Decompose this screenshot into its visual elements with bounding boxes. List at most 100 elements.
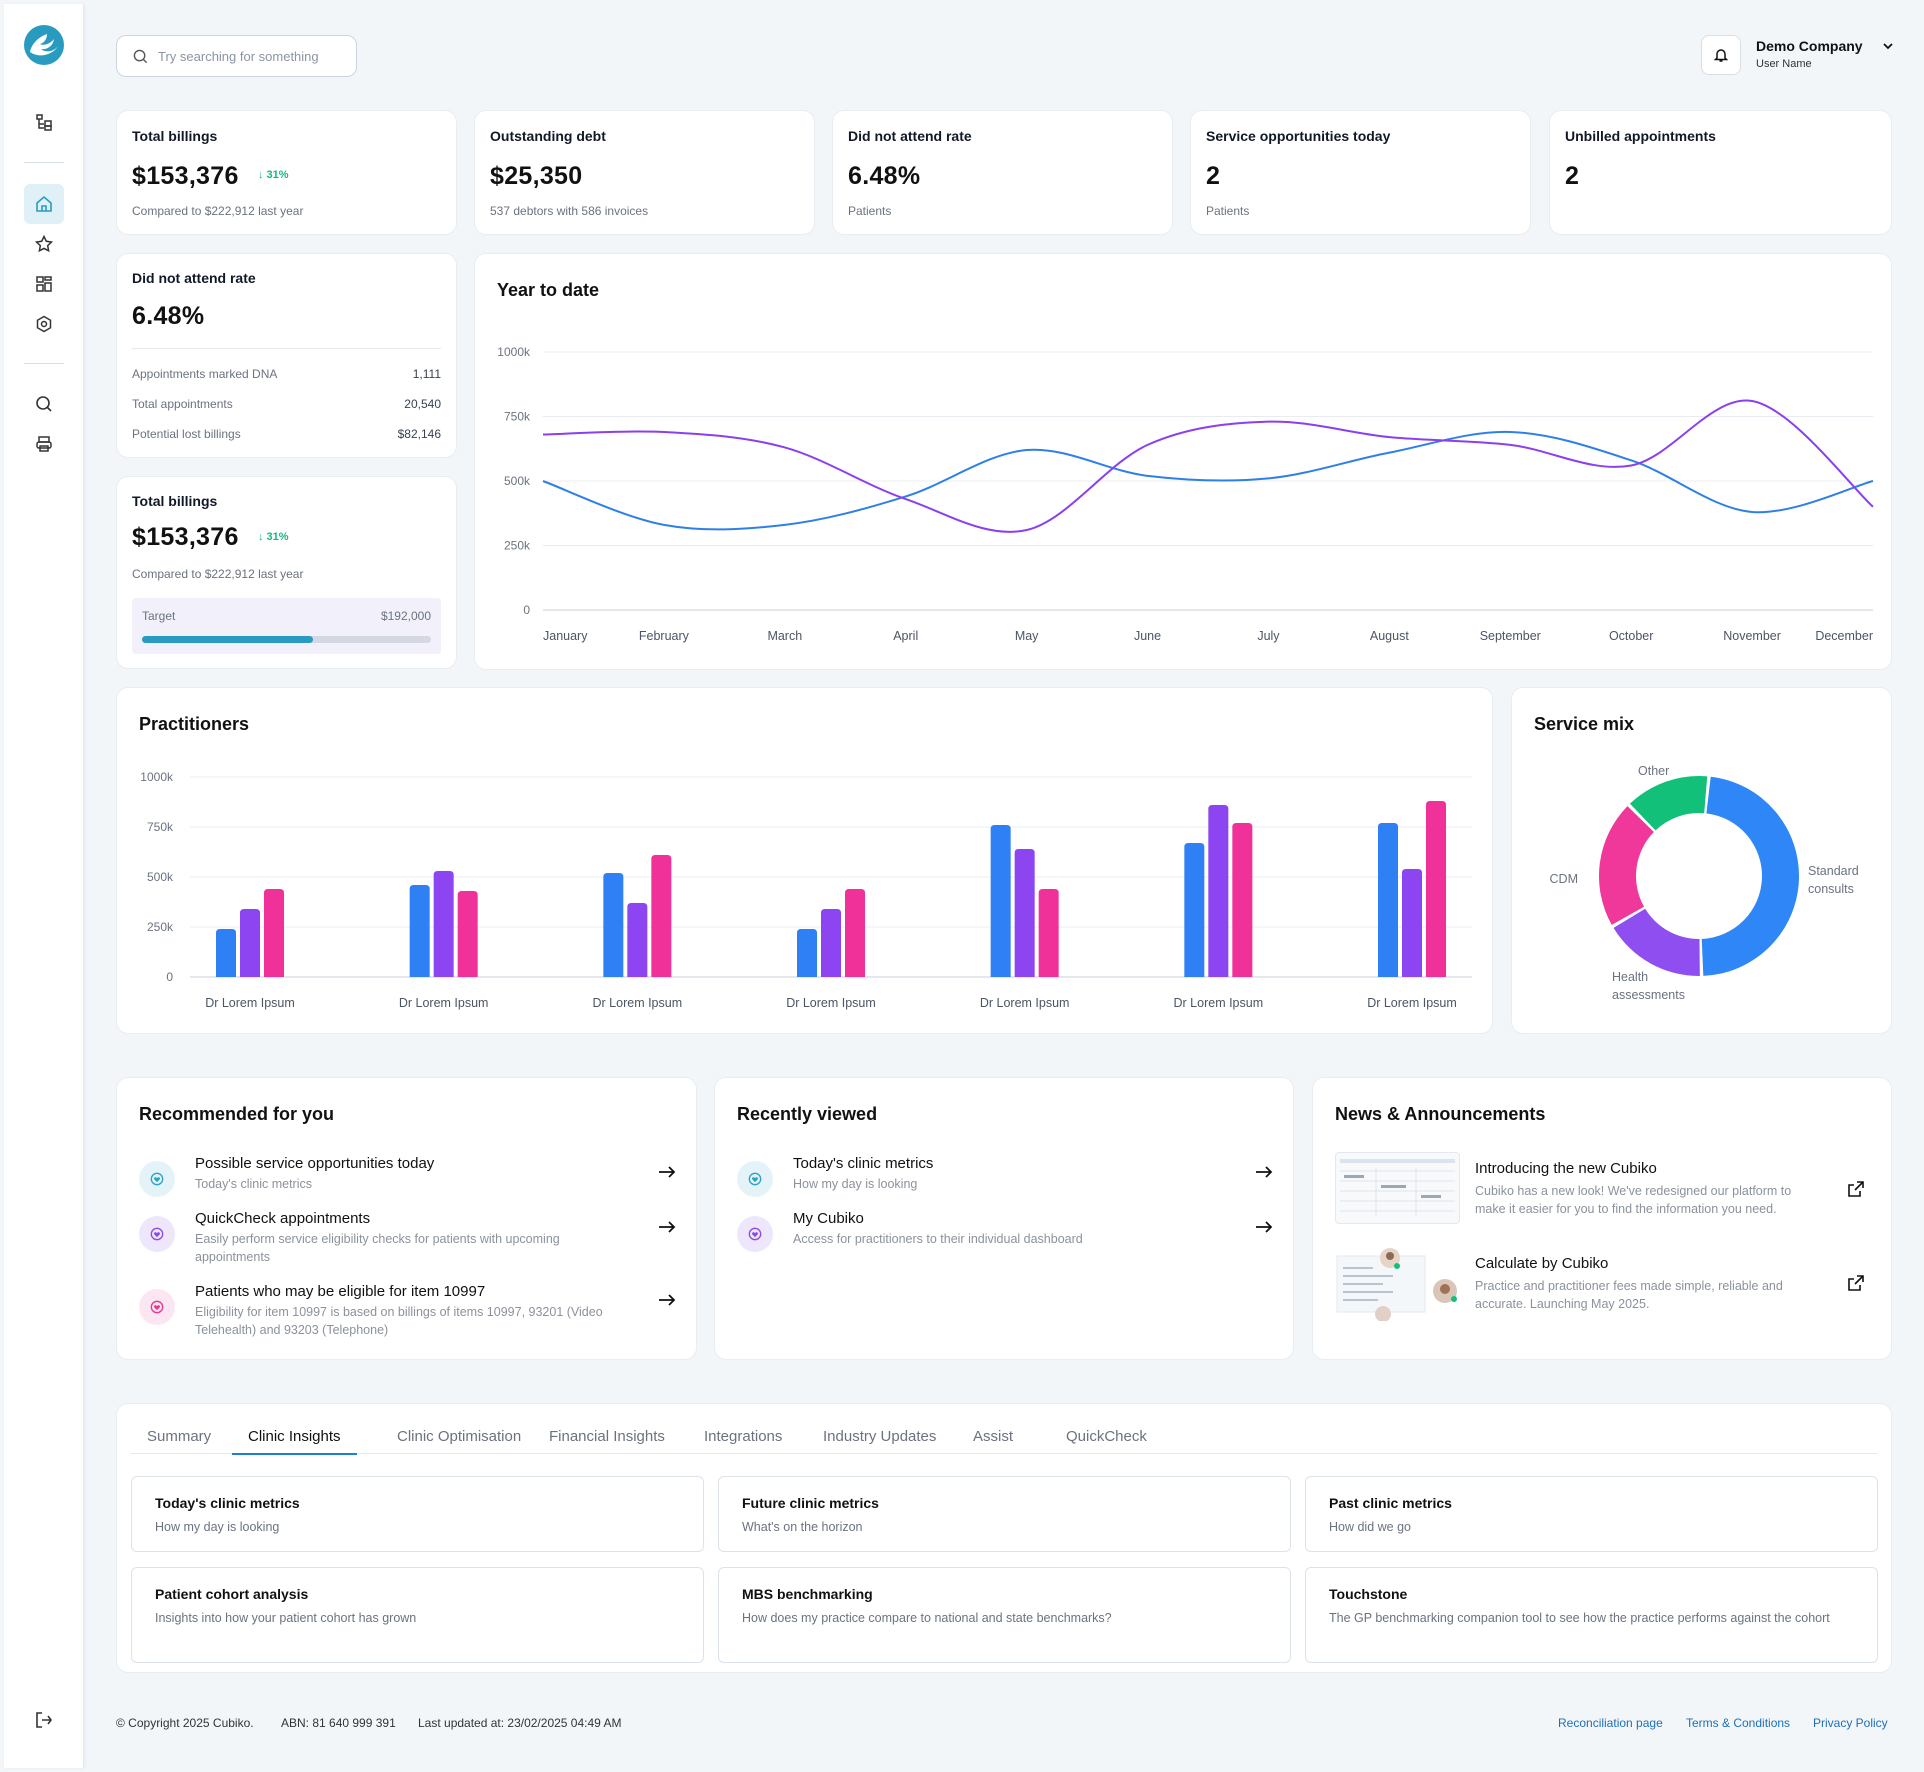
x-tick-label: Dr Lorem Ipsum [1174, 996, 1264, 1010]
external-link-icon[interactable] [1847, 1180, 1865, 1198]
item-title: QuickCheck appointments [195, 1210, 371, 1227]
metric-title: Past clinic metrics [1329, 1495, 1452, 1511]
item-sub: Today's clinic metrics [195, 1177, 312, 1191]
metric-card[interactable]: Today's clinic metrics How my day is look… [131, 1476, 704, 1552]
metric-sub: The GP benchmarking companion tool to se… [1329, 1611, 1830, 1625]
arrow-right-icon[interactable] [658, 1293, 676, 1311]
card-value: $153,376 [132, 523, 239, 551]
y-tick-label: 500k [147, 870, 174, 884]
reconciliation-link[interactable]: Reconciliation page [1558, 1716, 1663, 1730]
list-item[interactable]: Patients who may be eligible for item 10… [139, 1283, 676, 1337]
metric-title: MBS benchmarking [742, 1586, 873, 1602]
dna-row: Total appointments 20,540 [132, 397, 441, 411]
kpi-total-billings[interactable]: Total billings $153,376 ↓ 31% Compared t… [116, 110, 457, 235]
arrow-right-icon[interactable] [658, 1165, 676, 1183]
grid-icon[interactable] [24, 264, 64, 304]
tab-industry-updates[interactable]: Industry Updates [823, 1428, 937, 1445]
news-thumbnail [1335, 1152, 1460, 1224]
y-tick-label: 0 [523, 603, 530, 617]
kpi-outstanding-debt[interactable]: Outstanding debt $25,350 537 debtors wit… [474, 110, 815, 235]
company-name: Demo Company [1756, 38, 1863, 54]
tab-summary[interactable]: Summary [147, 1428, 212, 1445]
metric-card[interactable]: Patient cohort analysis Insights into how… [131, 1567, 704, 1663]
list-item[interactable]: Possible service opportunities today Toda… [139, 1155, 676, 1205]
bar [1378, 823, 1398, 977]
tab-quickcheck[interactable]: QuickCheck [1066, 1428, 1147, 1445]
y-tick-label: 1000k [140, 770, 174, 784]
arrow-right-icon[interactable] [658, 1220, 676, 1238]
arrow-right-icon[interactable] [1255, 1220, 1273, 1238]
tree-icon[interactable] [24, 102, 64, 142]
item-title: Possible service opportunities today [195, 1155, 435, 1172]
logout-icon[interactable] [24, 1700, 64, 1740]
list-item[interactable]: Today's clinic metrics How my day is look… [737, 1155, 1273, 1205]
x-tick-label: Dr Lorem Ipsum [399, 996, 489, 1010]
slice-label: CDM [1550, 872, 1578, 886]
kpi-sub: Patients [848, 204, 892, 218]
cubiko-logo-icon[interactable] [23, 24, 65, 66]
tab-clinic-optimisation[interactable]: Clinic Optimisation [397, 1428, 522, 1445]
kpi-sub: Patients [1206, 204, 1250, 218]
slice-label: assessments [1612, 988, 1685, 1002]
bar [240, 909, 260, 977]
tab-financial-insights[interactable]: Financial Insights [549, 1428, 665, 1445]
kpi-dna-rate[interactable]: Did not attend rate 6.48% Patients [832, 110, 1173, 235]
x-tick-label: Dr Lorem Ipsum [205, 996, 295, 1010]
target-box: Target $192,000 [132, 598, 441, 654]
metric-card[interactable]: Future clinic metrics What's on the horiz… [718, 1476, 1291, 1552]
chart-title: Service mix [1534, 714, 1635, 734]
donut-chart: Standard consults Health assessments CDM Othe… [1550, 764, 1859, 1002]
metric-sub: How does my practice compare to national… [742, 1611, 1112, 1625]
terms-link[interactable]: Terms & Conditions [1686, 1716, 1791, 1730]
metric-card[interactable]: MBS benchmarking How does my practice com… [718, 1567, 1291, 1663]
bar [1232, 823, 1253, 977]
y-tick-label: 1000k [497, 345, 531, 359]
metric-card[interactable]: Touchstone The GP benchmarking companion … [1305, 1567, 1878, 1663]
recommended-card: Recommended for you Possible service opp… [116, 1077, 697, 1360]
privacy-link[interactable]: Privacy Policy [1813, 1716, 1888, 1730]
home-icon[interactable] [24, 184, 64, 224]
tab-integrations[interactable]: Integrations [704, 1428, 783, 1445]
bar-chart: 1000k 750k 500k 250k 0 Dr Lorem Ipsum Dr Lorem… [140, 770, 1472, 1010]
list-item[interactable]: QuickCheck appointments Easily perform se… [139, 1210, 676, 1264]
notification-bell-icon[interactable] [1701, 35, 1741, 75]
kpi-delta: ↓ 31% [258, 169, 289, 181]
slice-label: consults [1808, 882, 1854, 896]
item-sub: Access for practitioners to their indivi… [793, 1232, 1083, 1246]
bar [1038, 889, 1059, 977]
list-item[interactable]: My Cubiko Access for practitioners to the… [737, 1210, 1273, 1260]
news-sub: Cubiko has a new look! We've redesigned … [1475, 1184, 1792, 1216]
tab-clinic-insights[interactable]: Clinic Insights [232, 1428, 357, 1455]
metric-card[interactable]: Past clinic metrics How did we go [1305, 1476, 1878, 1552]
kpi-unbilled-appointments[interactable]: Unbilled appointments 2 [1549, 110, 1892, 235]
kpi-service-opportunities[interactable]: Service opportunities today 2 Patients [1190, 110, 1531, 235]
billings-target-card[interactable]: Total billings $153,376 ↓ 31% Compared t… [116, 476, 457, 669]
news-title[interactable]: Calculate by Cubiko [1475, 1255, 1609, 1272]
star-icon[interactable] [24, 224, 64, 264]
item-title: Today's clinic metrics [793, 1155, 934, 1172]
main-content: Try searching for something Demo Company… [116, 0, 1894, 1772]
metric-sub: How my day is looking [155, 1520, 280, 1534]
kpi-sub: 537 debtors with 586 invoices [490, 204, 649, 218]
progress-track [142, 636, 431, 643]
metric-title: Patient cohort analysis [155, 1586, 309, 1602]
printer-icon[interactable] [24, 424, 64, 464]
settings-icon[interactable] [24, 304, 64, 344]
x-tick-label: September [1480, 629, 1541, 643]
search-input[interactable]: Try searching for something [116, 35, 357, 77]
external-link-icon[interactable] [1847, 1274, 1865, 1292]
bar [216, 929, 236, 977]
search-icon[interactable] [24, 384, 64, 424]
user-menu[interactable]: Demo Company User Name [1756, 38, 1863, 70]
arrow-right-icon[interactable] [1255, 1165, 1273, 1183]
news-title[interactable]: Introducing the new Cubiko [1475, 1160, 1657, 1177]
x-tick-label: January [543, 629, 588, 643]
slice-label: Standard [1808, 864, 1859, 878]
tab-assist[interactable]: Assist [973, 1428, 1014, 1445]
chevron-down-icon[interactable] [1882, 40, 1894, 52]
footer-updated: Last updated at: 23/02/2025 04:49 AM [418, 1716, 622, 1730]
heart-icon [737, 1161, 773, 1197]
donut-slice [1599, 806, 1654, 925]
bar [1426, 801, 1446, 977]
dna-detail-card[interactable]: Did not attend rate 6.48% Appointments m… [116, 253, 457, 458]
